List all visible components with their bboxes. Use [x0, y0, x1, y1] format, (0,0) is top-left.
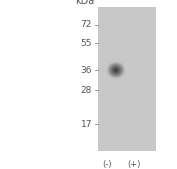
Ellipse shape: [113, 67, 119, 73]
Bar: [98, 7, 156, 151]
Ellipse shape: [111, 66, 121, 75]
Text: (+): (+): [127, 160, 140, 169]
Text: 72: 72: [81, 20, 92, 29]
Ellipse shape: [109, 64, 122, 76]
Text: 55: 55: [81, 39, 92, 48]
Text: 17: 17: [81, 120, 92, 129]
Ellipse shape: [112, 66, 120, 74]
Ellipse shape: [114, 68, 118, 72]
Ellipse shape: [115, 69, 117, 71]
Text: 36: 36: [81, 66, 92, 75]
Ellipse shape: [106, 61, 126, 79]
Text: kDa: kDa: [75, 0, 95, 6]
Ellipse shape: [112, 66, 120, 74]
Ellipse shape: [108, 62, 124, 78]
Ellipse shape: [107, 62, 125, 79]
Text: (-): (-): [102, 160, 112, 169]
Text: 28: 28: [81, 86, 92, 95]
Ellipse shape: [113, 68, 119, 73]
Ellipse shape: [110, 65, 122, 75]
Ellipse shape: [114, 68, 118, 72]
Ellipse shape: [112, 67, 119, 73]
Ellipse shape: [115, 69, 117, 71]
Ellipse shape: [108, 63, 124, 77]
Ellipse shape: [109, 64, 123, 77]
Ellipse shape: [111, 65, 121, 75]
Ellipse shape: [107, 62, 125, 78]
Ellipse shape: [110, 64, 122, 76]
Ellipse shape: [106, 61, 126, 79]
Ellipse shape: [108, 63, 124, 77]
